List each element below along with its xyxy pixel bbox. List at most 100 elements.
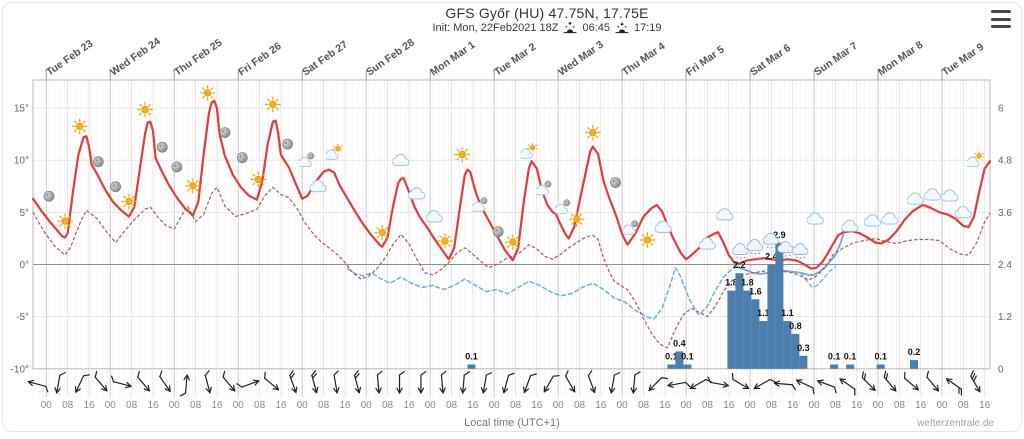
dewpoint-line [32,186,991,349]
temp-axis-label: 10° [14,156,29,167]
wind-barb [74,374,90,393]
precip-bar [910,360,918,369]
sun-icon [137,101,153,118]
precip-value-label: 0.1 [465,352,478,362]
precip-bar [876,364,885,369]
wind-barb [608,372,621,394]
chart-title: GFS Győr (HU) 47.75N, 17.75E [445,5,649,21]
time-tick-label: 16 [147,400,159,411]
precip-value-label: 0.4 [673,338,686,348]
precip-value-label: 1.8 [725,278,738,288]
time-tick-label: 08 [766,400,778,411]
wind-barb [54,372,66,394]
day-label: Sat Mar 6 [748,42,793,79]
day-label: Fri Mar 5 [684,43,727,78]
menu-button[interactable] [991,9,1013,29]
time-tick-label: 08 [446,400,458,411]
time-tick-label: 08 [702,400,714,411]
sun-icon [185,177,201,194]
sun-icon [199,85,216,101]
rain-cloud-icon [732,243,749,260]
sun-icon [639,232,656,248]
precip-axis-label: 3.6 [998,208,1012,219]
time-tick-label: 08 [190,400,202,411]
sunset-time: 17:19 [633,22,662,34]
sun-icon [568,211,585,228]
wind-barb [667,381,691,388]
sun-icon [437,233,453,249]
precip-bars: 0.1 0.10.40.11.82.21.81.61.12.42.91.10.80… [465,230,920,369]
time-tick-label: 00 [297,400,309,411]
day-label: Mon Mar 8 [876,39,926,79]
time-tick-label: 16 [467,400,479,411]
precip-value-label: 0.8 [789,321,802,331]
temp-axis-label: 5° [19,208,29,219]
sun-icon [265,96,281,113]
time-tick-label: 16 [211,400,223,411]
precip-value-label: 1.6 [749,286,762,296]
precip-value-label: 0.2 [908,347,921,357]
init-label: Init: Mon, 22Feb2021 18Z [432,22,559,34]
sun-icon [374,224,391,241]
time-tick-label: 08 [574,400,586,411]
precip-bar [751,299,760,369]
wind-barb [110,375,132,389]
precip-value-label: 0.1 [828,352,841,362]
time-tick-label: 08 [382,400,394,411]
wind-barb [417,371,427,394]
xaxis-label: Local time (UTC+1) [464,417,560,429]
moon-icon [609,176,622,189]
day-label: Mon Mar 1 [428,39,478,79]
blue-dashed-branch [800,265,837,289]
sun-icon [121,193,137,210]
moon-icon [492,226,504,238]
wind-barb [159,370,171,392]
wind-barbs [27,370,981,397]
day-label: Sun Feb 28 [364,36,417,78]
wind-barb [731,373,750,390]
cloud-icon [841,219,859,232]
precip-axis-label: 2.4 [998,260,1012,271]
moon-icon [219,126,231,139]
time-tick-label: 08 [126,400,138,411]
wind-barb [630,371,641,394]
precip-bar [735,273,744,369]
sunrise-time: 06:45 [582,22,610,34]
day-label: Wed Feb 24 [108,35,163,78]
hamburger-icon [991,10,1011,13]
precip-bar [727,290,736,369]
sun-icon [454,146,471,163]
sun-icon [71,118,88,135]
moon-icon [109,181,122,193]
plot-frame [32,79,991,370]
moon-icon [92,156,104,168]
time-tick-label: 08 [638,400,650,411]
time-tick-label: 08 [62,400,74,411]
wind-barb [883,370,897,392]
wind-barb [564,370,576,393]
precip-value-label: 0.3 [797,343,810,353]
precip-value-label: 1.8 [741,278,754,288]
time-tick-label: 00 [425,400,437,411]
wind-barb [396,371,405,394]
day-label: Fri Feb 26 [236,40,284,78]
time-tick-label: 16 [851,400,863,411]
time-tick-label: 16 [275,400,287,411]
wind-barb [970,370,981,393]
time-tick-label: 00 [872,400,884,411]
precip-bar [667,364,676,369]
moon-cloud-icon [536,180,552,196]
time-labels: 00 08 16 00 08 16 00 08 16 00 08 16 00 08 16 00 08 16 00 08… [41,400,991,411]
time-tick-label: 08 [254,400,266,411]
time-tick-label: 08 [318,400,330,411]
time-tick-label: 08 [894,400,906,411]
wind-barb [439,370,447,394]
wind-barb [839,378,856,396]
wind-barb [926,370,940,392]
wind-barb [137,370,150,392]
time-tick-label: 16 [723,400,735,411]
blue-solid-line [735,233,845,276]
time-tick-label: 00 [617,400,629,411]
precip-bar [683,364,692,369]
wind-barb [946,378,963,396]
